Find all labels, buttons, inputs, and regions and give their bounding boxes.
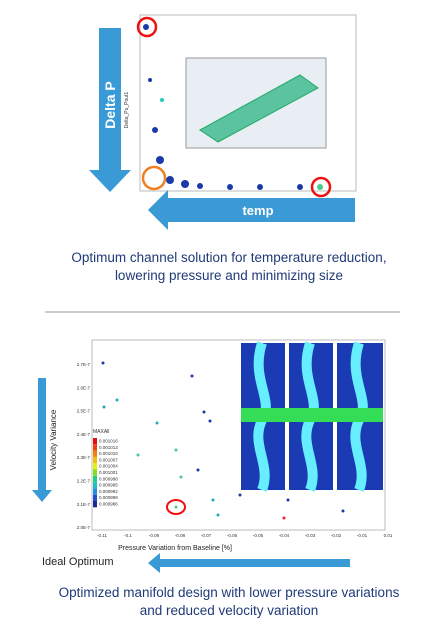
x-tick-label: -0.08 — [175, 533, 186, 538]
y-tick-label: 2.7E-7 — [77, 362, 91, 367]
caption: Optimized manifold design with lower pre… — [59, 585, 400, 600]
y-label: Velocity Variance — [49, 409, 58, 470]
channel — [199, 74, 319, 143]
caption: lowering pressure and minimizing size — [115, 268, 343, 283]
x-tick-label: -0.11 — [97, 533, 107, 538]
legend-label: 0.001004 — [99, 464, 118, 469]
legend-label: 0.001016 — [99, 439, 118, 444]
legend-swatch — [93, 501, 97, 508]
x-tick-label: -0.09 — [149, 533, 160, 538]
legend-swatch — [93, 444, 97, 451]
x-tick-label: -0.05 — [253, 533, 264, 538]
arrow — [32, 378, 52, 502]
legend-label: 0.001013 — [99, 445, 118, 450]
y-tick-label: 2.3E-7 — [77, 455, 91, 460]
legend-label: 0.000992 — [99, 489, 118, 494]
y-tick-label: 2.2E-7 — [77, 479, 91, 484]
legend-label: 0.000995 — [99, 483, 118, 488]
x-tick-label: -0.01 — [357, 533, 368, 538]
legend-swatch — [93, 463, 97, 470]
legend-swatch — [93, 456, 97, 464]
y-tick-label: 2.1E-7 — [77, 502, 91, 507]
highlight — [136, 16, 158, 38]
arrow — [89, 28, 131, 192]
caption: Optimum channel solution for temperature… — [71, 250, 386, 265]
plot-frame — [91, 339, 386, 531]
caption: and reduced velocity variation — [140, 603, 319, 618]
legend-swatch — [93, 494, 97, 501]
x-tick-label: -0.03 — [305, 533, 316, 538]
legend-label: 0.001001 — [99, 470, 118, 475]
axis-name: Delta_Pu_Pout1 — [124, 92, 130, 129]
legend-label: 0.000986 — [99, 502, 118, 507]
legend-swatch — [93, 482, 97, 489]
y-tick-label: 2.6E-7 — [77, 385, 91, 390]
arrow — [148, 190, 355, 230]
y-tick-label: 2.0E-7 — [77, 525, 91, 530]
x-tick-label: -0.02 — [331, 533, 342, 538]
arrow — [148, 553, 350, 573]
x-tick-label: -0.07 — [201, 533, 212, 538]
legend-label: 0.001010 — [99, 451, 118, 456]
inset-images — [241, 341, 383, 492]
highlight — [310, 176, 332, 198]
legend-swatch — [93, 475, 97, 483]
x-label: Pressure Variation from Baseline [%] — [118, 545, 232, 552]
legend-swatch — [93, 438, 97, 445]
legend-title: MAXAll — [93, 429, 109, 435]
y-label: Delta P — [102, 81, 118, 128]
highlight — [166, 499, 186, 515]
legend-label: 0.001007 — [99, 457, 118, 462]
y-tick-label: 2.5E-7 — [77, 409, 91, 414]
x-tick-label: -0.1 — [124, 533, 132, 538]
scatter — [143, 24, 323, 190]
legend-swatch — [93, 469, 97, 476]
x-tick-label: -0.04 — [279, 533, 290, 538]
x-tick-label: 0.01 — [384, 533, 393, 538]
arrow-label: Ideal Optimum — [42, 556, 114, 568]
x-label: temp — [242, 203, 273, 218]
legend-label: 0.000998 — [99, 476, 118, 481]
scatter — [101, 361, 345, 520]
legend-label: 0.000989 — [99, 495, 118, 500]
legend-swatch — [93, 488, 97, 495]
x-tick-label: -0.06 — [227, 533, 238, 538]
highlight — [141, 165, 167, 191]
y-tick-label: 2.4E-7 — [77, 432, 91, 437]
legend-swatch — [93, 450, 97, 457]
